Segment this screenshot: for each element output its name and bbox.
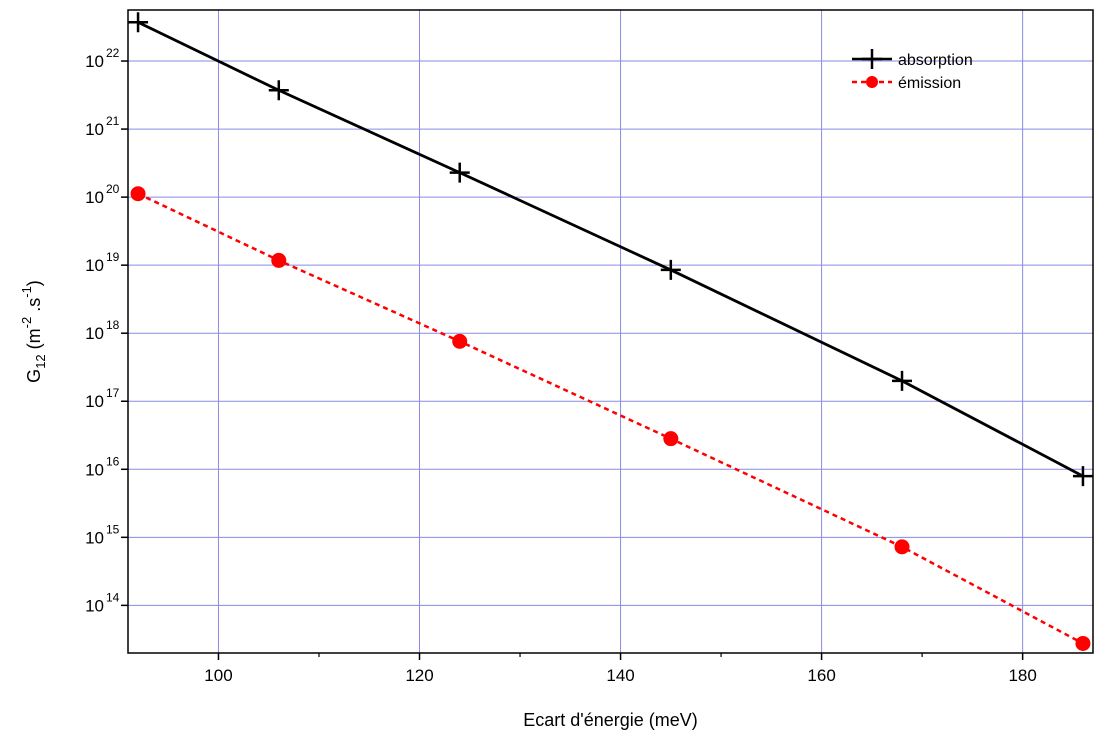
y-tick-exponent-17: 17 — [106, 386, 120, 400]
y-axis-title-close: ) — [24, 280, 44, 286]
point-1-2 — [452, 333, 468, 349]
x-tick-label-180: 180 — [1008, 666, 1036, 685]
y-axis-title-exp2: -1 — [19, 286, 34, 298]
y-tick-label-14: 10 — [85, 596, 104, 615]
legend-marker-emission — [866, 76, 878, 88]
plot-frame — [127, 9, 1094, 654]
y-tick-label-18: 10 — [85, 324, 104, 343]
x-tick-label-120: 120 — [405, 666, 433, 685]
point-0-0 — [128, 12, 149, 33]
point-1-0 — [130, 186, 146, 202]
x-tick-label-140: 140 — [606, 666, 634, 685]
y-axis-title: G12 (m-2 .s-1) — [19, 280, 48, 383]
series-line-0 — [137, 20, 1084, 478]
y-tick-exponent-18: 18 — [106, 318, 120, 332]
y-tick-exponent-14: 14 — [106, 590, 120, 604]
y-tick-exponent-20: 20 — [106, 182, 120, 196]
legend-item-absorption: absorption — [852, 49, 973, 69]
legend: absorption émission — [852, 49, 973, 92]
point-1-4 — [894, 539, 910, 555]
y-tick-label-21: 10 — [85, 120, 104, 139]
y-axis-title-mid: .s — [24, 298, 44, 317]
y-axis-title-open: (m — [24, 328, 44, 354]
point-0-5 — [1072, 466, 1093, 487]
tick-marks — [121, 60, 1024, 660]
x-tick-label-100: 100 — [204, 666, 232, 685]
y-tick-label-17: 10 — [85, 392, 104, 411]
series-layer — [128, 12, 1093, 651]
y-tick-exponent-22: 22 — [106, 46, 120, 60]
x-tick-label-160: 160 — [807, 666, 835, 685]
point-0-3 — [660, 259, 681, 280]
x-tick-labels: 100 120 140 160 180 — [204, 666, 1037, 685]
y-axis-title-exp1: -2 — [19, 317, 34, 329]
y-axis-title-sub: 12 — [33, 354, 48, 368]
y-tick-exponent-16: 16 — [106, 454, 120, 468]
y-tick-exponent-15: 15 — [106, 522, 120, 536]
point-0-1 — [268, 80, 289, 101]
legend-item-emission: émission — [852, 75, 961, 92]
point-0-4 — [892, 370, 913, 391]
y-tick-label-20: 10 — [85, 188, 104, 207]
legend-label-absorption: absorption — [898, 52, 973, 69]
y-axis-title-base: G — [24, 369, 44, 383]
series-1 — [130, 186, 1091, 651]
y-tick-label-15: 10 — [85, 528, 104, 547]
y-tick-exponent-19: 19 — [106, 250, 120, 264]
y-tick-label-16: 10 — [85, 460, 104, 479]
y-tick-exponent-21: 21 — [106, 114, 120, 128]
legend-label-emission: émission — [898, 75, 961, 92]
y-tick-label-22: 10 — [85, 52, 104, 71]
point-1-1 — [271, 252, 287, 268]
series-0 — [128, 12, 1093, 487]
y-tick-label-19: 10 — [85, 256, 104, 275]
point-1-3 — [663, 431, 679, 447]
legend-marker-absorption — [862, 49, 882, 69]
series-line-1 — [137, 192, 1084, 645]
point-1-5 — [1075, 635, 1091, 651]
point-0-2 — [449, 162, 470, 183]
svg-text:G12 (m-2 .s-1): G12 (m-2 .s-1) — [19, 280, 48, 383]
x-axis-title: Ecart d'énergie (meV) — [523, 710, 698, 730]
